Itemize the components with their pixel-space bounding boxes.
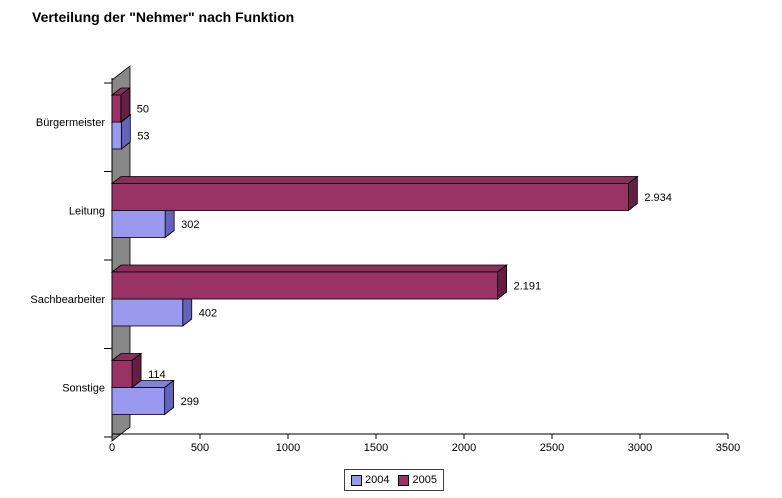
value-label-2005-sachbearbeiter: 2.191 — [514, 281, 542, 293]
chart-title: Verteilung der "Nehmer" nach Funktion — [32, 9, 295, 25]
category-label-sachbearbeiter: Sachbearbeiter — [30, 294, 105, 306]
bar-2004-sonstige — [111, 387, 166, 415]
bar-2004-b-rgermeister — [111, 121, 122, 150]
x-tick-label: 1000 — [276, 442, 300, 454]
value-label-2004-sonstige: 299 — [181, 396, 199, 408]
x-tick-label: 2000 — [452, 442, 476, 454]
bar-2005-sachbearbeiter-top — [110, 264, 508, 273]
category-label-b-rgermeister: Bürgermeister — [36, 117, 105, 129]
x-tick-label: 500 — [191, 442, 209, 454]
legend: 2004 2005 — [344, 469, 444, 491]
x-tick-label: 0 — [109, 442, 115, 454]
legend-item-2005: 2005 — [398, 474, 437, 486]
bar-2005-sachbearbeiter — [111, 271, 499, 300]
x-tick-label: 3500 — [716, 442, 740, 454]
value-label-2005-b-rgermeister: 50 — [137, 104, 149, 116]
bar-2005-leitung — [111, 183, 629, 211]
x-tick-label: 2500 — [540, 442, 564, 454]
value-label-2005-sonstige: 114 — [148, 369, 166, 381]
value-label-2004-sachbearbeiter: 402 — [199, 308, 217, 320]
legend-item-2004: 2004 — [351, 474, 389, 486]
legend-swatch-2004 — [351, 474, 362, 486]
bar-2005-b-rgermeister — [111, 94, 122, 123]
bar-2004-leitung — [111, 210, 166, 238]
value-label-2004-leitung: 302 — [181, 219, 199, 231]
x-tick-label: 1500 — [364, 442, 388, 454]
bar-2004-sachbearbeiter — [111, 298, 184, 327]
value-label-2004-b-rgermeister: 53 — [137, 131, 149, 143]
legend-swatch-2005 — [398, 474, 410, 486]
bar-2005-leitung-top — [110, 176, 639, 184]
category-label-leitung: Leitung — [69, 206, 105, 218]
category-label-sonstige: Sonstige — [62, 383, 105, 395]
legend-label-2004: 2004 — [365, 474, 390, 486]
x-tick-label: 3000 — [628, 442, 652, 454]
legend-label-2005: 2005 — [412, 474, 437, 486]
value-label-2005-leitung: 2.934 — [644, 192, 672, 204]
bar-2005-sonstige — [111, 360, 133, 388]
